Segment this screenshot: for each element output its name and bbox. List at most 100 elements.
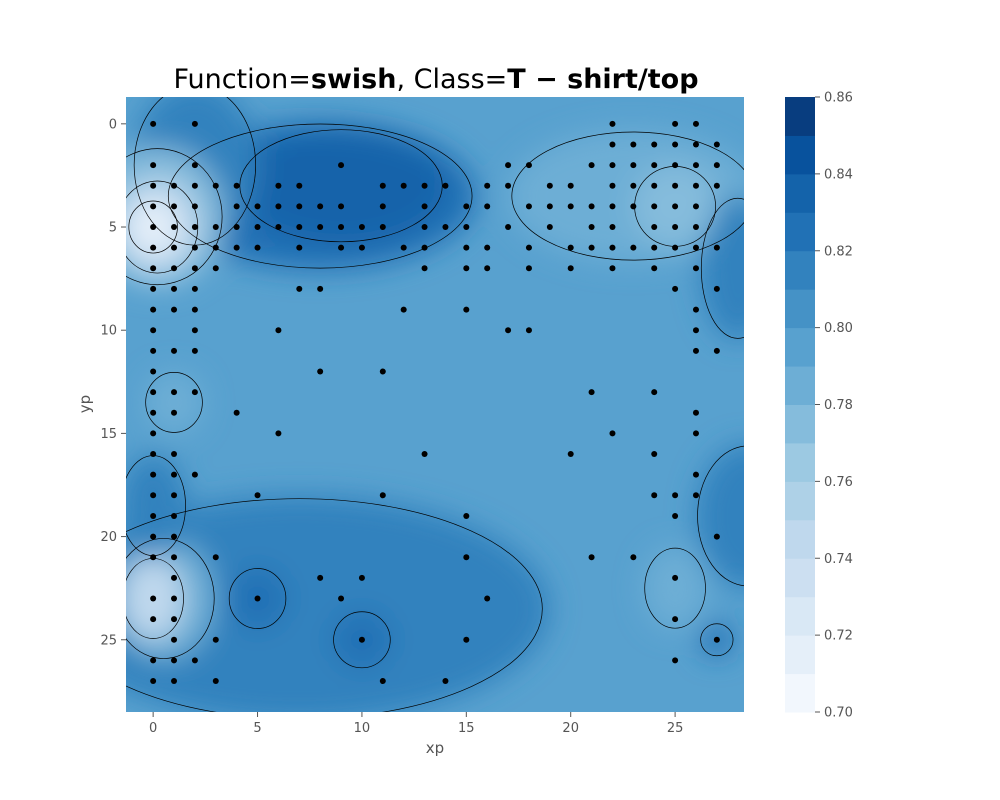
- contour-line: [167, 123, 473, 269]
- colorbar-tick-label: 0.78: [824, 398, 853, 413]
- sample-point: [358, 244, 365, 251]
- sample-point: [713, 244, 720, 251]
- colorbar: 0.70 0.72 0.74 0.76 0.78 0.80 0.82 0.84 0.86: [785, 91, 853, 721]
- sample-point: [171, 224, 178, 231]
- sample-point: [630, 203, 637, 210]
- colorbar-segment: [785, 442, 815, 482]
- y-tick-label: 15: [100, 427, 117, 442]
- sample-point: [150, 451, 157, 458]
- sample-point: [171, 285, 178, 292]
- sample-point: [692, 492, 699, 499]
- sample-point: [150, 492, 157, 499]
- sample-point: [254, 244, 261, 251]
- colorbar-segment: [785, 481, 815, 521]
- sample-point: [588, 554, 595, 561]
- sample-point: [212, 182, 219, 189]
- contour-region: [236, 127, 446, 244]
- sample-point: [191, 203, 198, 210]
- sample-point: [191, 182, 198, 189]
- sample-point: [150, 471, 157, 478]
- sample-point: [672, 162, 679, 169]
- sample-point: [400, 244, 407, 251]
- y-tick-label: 20: [100, 530, 117, 545]
- sample-point: [630, 162, 637, 169]
- sample-point: [651, 141, 658, 148]
- sample-point: [212, 554, 219, 561]
- sample-point: [379, 182, 386, 189]
- sample-point: [171, 265, 178, 272]
- sample-point: [484, 595, 491, 602]
- sample-points: [150, 120, 720, 685]
- sample-point: [171, 636, 178, 643]
- sample-point: [150, 182, 157, 189]
- sample-point: [275, 224, 282, 231]
- title-prefix: Function=: [173, 64, 310, 95]
- sample-point: [484, 265, 491, 272]
- sample-point: [317, 203, 324, 210]
- contour-line: [128, 200, 178, 254]
- sample-point: [150, 327, 157, 334]
- sample-point: [171, 512, 178, 519]
- sample-point: [150, 533, 157, 540]
- sample-point: [296, 182, 303, 189]
- sample-point: [651, 224, 658, 231]
- sample-point: [150, 203, 157, 210]
- sample-point: [484, 182, 491, 189]
- colorbar-segment: [785, 366, 815, 405]
- sample-point: [713, 162, 720, 169]
- sample-point: [672, 512, 679, 519]
- sample-point: [609, 430, 616, 437]
- sample-point: [191, 162, 198, 169]
- sample-point: [672, 244, 679, 251]
- y-tick-label: 25: [100, 633, 117, 648]
- sample-point: [233, 224, 240, 231]
- sample-point: [191, 244, 198, 251]
- sample-point: [171, 595, 178, 602]
- contour-region: [700, 196, 744, 341]
- contour-line: [644, 547, 706, 629]
- sample-point: [191, 265, 198, 272]
- sample-point: [212, 265, 219, 272]
- sample-point: [275, 182, 282, 189]
- sample-point: [692, 409, 699, 416]
- sample-point: [150, 285, 157, 292]
- sample-point: [463, 554, 470, 561]
- sample-point: [692, 244, 699, 251]
- colorbar-segment: [785, 327, 815, 367]
- sample-point: [463, 306, 470, 313]
- sample-point: [713, 533, 720, 540]
- sample-point: [358, 636, 365, 643]
- sample-point: [379, 678, 386, 685]
- contour-line: [228, 568, 287, 629]
- sample-point: [212, 244, 219, 251]
- sample-point: [171, 574, 178, 581]
- sample-point: [421, 451, 428, 458]
- sample-point: [505, 162, 512, 169]
- x-axis-label: xp: [426, 739, 444, 757]
- y-tick-label: 10: [100, 324, 117, 339]
- sample-point: [609, 182, 616, 189]
- contour-field: [126, 97, 744, 712]
- sample-point: [672, 616, 679, 623]
- sample-point: [546, 224, 553, 231]
- sample-point: [171, 203, 178, 210]
- sample-point: [171, 616, 178, 623]
- colorbar-tick-label: 0.80: [824, 321, 853, 336]
- sample-point: [713, 182, 720, 189]
- sample-point: [588, 203, 595, 210]
- colorbar-segment: [785, 97, 815, 136]
- sample-point: [692, 306, 699, 313]
- sample-point: [692, 224, 699, 231]
- colorbar-segment: [785, 558, 815, 598]
- contour-region: [126, 495, 550, 712]
- sample-point: [484, 203, 491, 210]
- title-class: T − shirt/top: [507, 64, 698, 95]
- sample-point: [171, 471, 178, 478]
- colorbar-segment: [785, 404, 815, 444]
- sample-point: [338, 162, 345, 169]
- sample-point: [588, 389, 595, 396]
- sample-point: [692, 162, 699, 169]
- contour-line: [126, 148, 223, 286]
- sample-point: [609, 120, 616, 127]
- contour-line: [126, 498, 543, 712]
